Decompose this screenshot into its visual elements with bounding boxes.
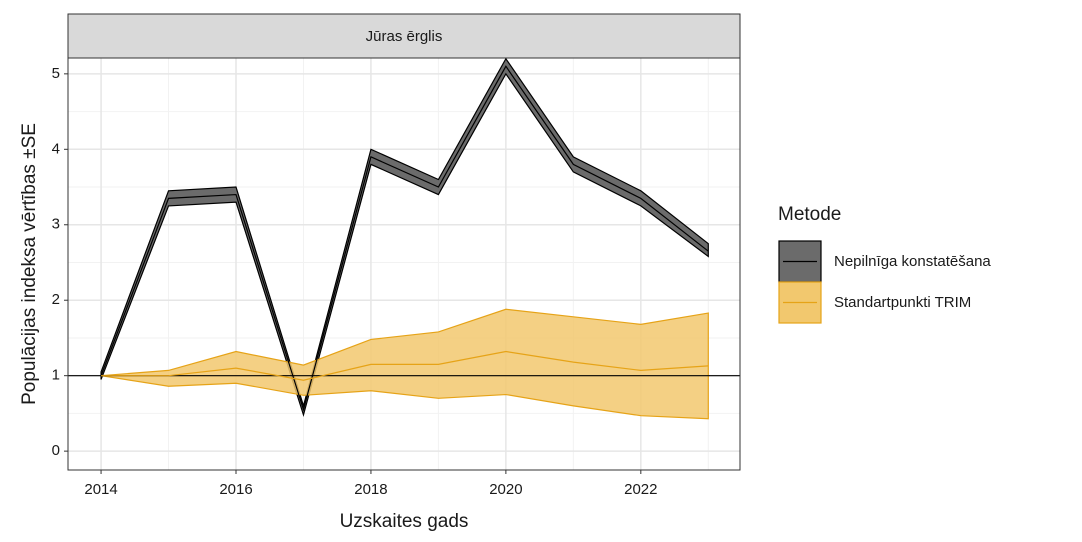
- y-tick-label: 3: [52, 216, 60, 233]
- legend-title: Metode: [778, 204, 841, 225]
- line: [100, 65, 709, 412]
- y-tick-label: 1: [52, 367, 60, 384]
- y-axis-title: Populācijas indeksa vērtības ±SE: [19, 123, 40, 405]
- x-tick-label: 2014: [84, 481, 117, 498]
- x-tick-label: 2020: [489, 481, 522, 498]
- x-axis-title: Uzskaites gads: [340, 511, 469, 532]
- x-tick-label: 2018: [354, 481, 387, 498]
- legend-label: Nepilnīga konstatēšana: [834, 253, 991, 270]
- y-tick-label: 2: [52, 291, 60, 308]
- x-tick-label: 2022: [624, 481, 657, 498]
- ribbon: [100, 57, 709, 418]
- line: [101, 350, 709, 381]
- y-tick-label: 0: [52, 442, 60, 459]
- panel-border: [67, 57, 741, 471]
- strip: [67, 13, 741, 59]
- y-tick-label: 5: [52, 65, 60, 82]
- legend-label: Standartpunkti TRIM: [834, 294, 971, 311]
- x-tick-label: 2016: [219, 481, 252, 498]
- y-tick-label: 4: [52, 140, 60, 157]
- strip-label: Jūras ērglis: [366, 28, 443, 45]
